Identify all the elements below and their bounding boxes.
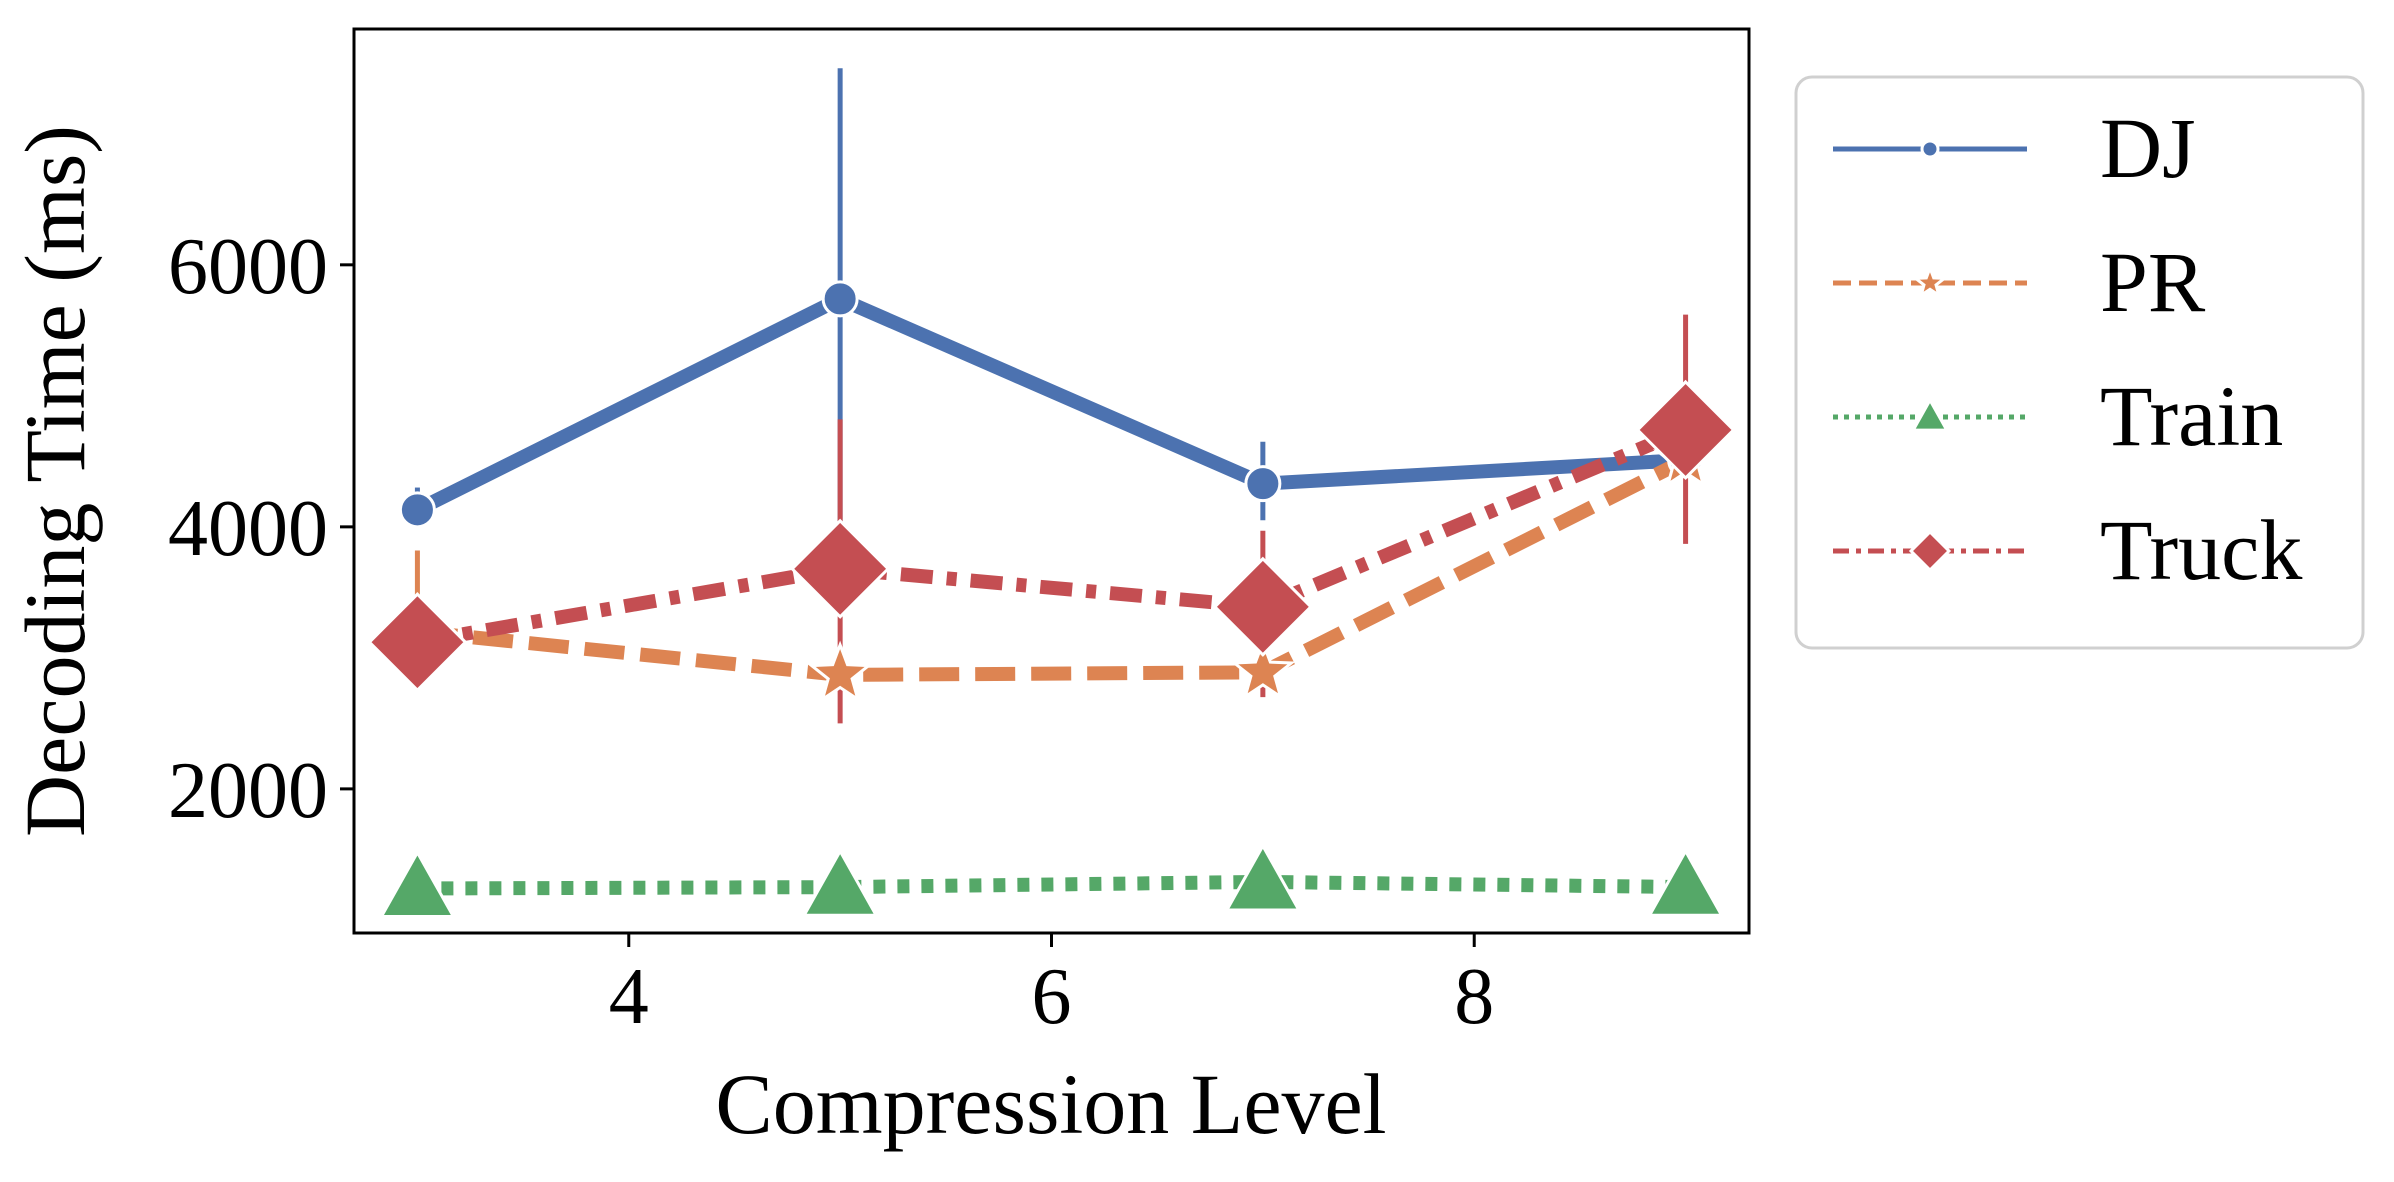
x-tick-label: 6	[1032, 953, 1072, 1041]
x-tick-label: 4	[609, 953, 649, 1041]
series-line-truck	[416, 423, 1689, 649]
legend-marker-train	[1910, 397, 1950, 432]
data-point-train-9	[1647, 848, 1725, 917]
legend-label-train: Train	[2100, 368, 2283, 464]
plot-area	[367, 68, 1736, 919]
data-point-pr-5	[807, 640, 873, 703]
data-point-truck-3	[367, 592, 468, 693]
legend: DJ PR Train Truck	[1794, 75, 2365, 650]
legend-marker-truck	[1908, 529, 1952, 573]
data-point-dj-5	[821, 280, 859, 318]
legend-marker-dj	[1920, 139, 1940, 159]
legend-marker-pr	[1911, 263, 1949, 299]
y-tick-label: 2000	[168, 747, 328, 835]
axis-ticks: 4 6 8 2000 4000 6000	[168, 223, 1494, 1041]
data-point-train-7	[1224, 842, 1302, 912]
legend-label-pr: PR	[2100, 234, 2206, 330]
data-point-train-5	[801, 848, 879, 917]
data-point-train-3	[378, 849, 456, 919]
series-line-pr	[416, 453, 1689, 682]
data-point-truck-7	[1212, 556, 1313, 657]
legend-label-dj: DJ	[2100, 100, 2196, 196]
data-point-dj-7	[1244, 465, 1282, 503]
series-line-dj	[414, 291, 1686, 517]
legend-label-truck: Truck	[2100, 502, 2302, 598]
data-point-truck-5	[790, 518, 891, 619]
x-axis-label: Compression Level	[715, 1056, 1386, 1152]
data-point-dj-3	[398, 491, 436, 529]
x-tick-label: 8	[1454, 953, 1494, 1041]
plot-frame	[352, 27, 1751, 935]
legend-box	[1794, 75, 2365, 650]
data-point-truck-9	[1635, 379, 1736, 481]
data-point-pr-7	[1230, 638, 1296, 701]
y-axis-label: Decoding Time (ms)	[7, 125, 103, 837]
y-tick-label: 6000	[168, 223, 328, 311]
series-line-train	[417, 874, 1686, 896]
y-tick-label: 4000	[168, 485, 328, 573]
